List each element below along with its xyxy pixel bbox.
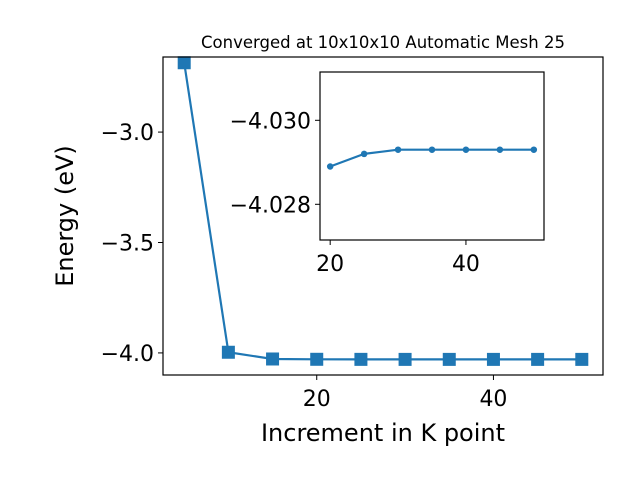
main-x-axis-label: Increment in K point <box>261 419 505 447</box>
main-ticks: 20 40 −3.0 −3.5 −4.0 <box>101 121 508 412</box>
main-data-point <box>398 352 412 366</box>
inset-y-tick-label: −4.030 <box>230 109 311 134</box>
main-x-tick-label: 40 <box>479 387 507 412</box>
main-series-line <box>183 62 582 361</box>
main-y-tick-label: −3.5 <box>101 232 154 257</box>
inset-data-point <box>530 146 538 153</box>
inset-series <box>326 146 538 170</box>
inset-data-point <box>394 146 402 153</box>
main-data-point <box>266 352 280 366</box>
main-data-point <box>310 352 324 366</box>
inset-plot-frame <box>319 71 545 241</box>
main-data-point <box>442 352 456 366</box>
inset-x-tick-label: 20 <box>316 252 344 277</box>
main-data-point <box>354 352 368 366</box>
main-y-tick-label: −4.0 <box>101 342 154 367</box>
inset-data-point <box>462 146 470 153</box>
inset-ticks: 20 40 −4.030 −4.028 <box>230 109 480 277</box>
main-data-point <box>177 56 191 70</box>
main-x-tick-label: 20 <box>303 387 331 412</box>
main-chart-title: Converged at 10x10x10 Automatic Mesh 25 <box>201 33 565 52</box>
inset-data-point <box>428 146 436 153</box>
main-chart: Converged at 10x10x10 Automatic Mesh 25 … <box>51 33 604 447</box>
main-series <box>177 56 589 366</box>
main-data-point <box>221 345 235 359</box>
main-data-point <box>486 352 500 366</box>
inset-data-point <box>326 163 334 170</box>
main-data-point <box>575 352 589 366</box>
inset-y-tick-label: −4.028 <box>230 193 311 218</box>
main-y-tick-label: −3.0 <box>101 121 154 146</box>
inset-data-point <box>496 146 504 153</box>
inset-background <box>320 72 544 240</box>
inset-data-point <box>360 150 368 158</box>
main-plot-frame <box>162 56 604 376</box>
inset-chart: 20 40 −4.030 −4.028 <box>230 71 545 277</box>
main-data-point <box>531 352 545 366</box>
inset-x-tick-label: 40 <box>452 252 480 277</box>
main-y-axis-label: Energy (eV) <box>51 145 79 287</box>
